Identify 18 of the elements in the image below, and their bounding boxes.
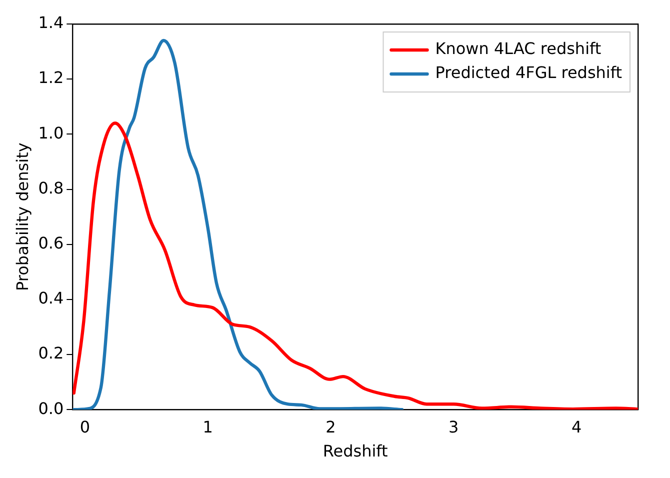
y-tick-label: 1.0 [38,123,64,142]
y-axis-title: Probability density [12,142,32,291]
y-tick-label: 0.6 [38,234,64,252]
x-tick-label: 3 [448,417,459,436]
legend-label: Predicted 4FGL redshift [435,63,622,82]
x-tick-label: 0 [80,417,90,436]
x-axis-title: Redshift [322,442,388,461]
y-tick-label: 0.8 [38,178,64,198]
x-tick-label: 1 [202,417,213,436]
x-tick-label: 4 [571,417,582,436]
y-tick-label: 0.0 [38,398,64,418]
y-tick-label: 0.4 [38,288,64,308]
x-tick-label: 2 [326,417,336,436]
legend-label: Known 4LAC redshift [435,39,602,58]
y-tick-label: 0.2 [38,344,64,363]
line-series [72,38,404,410]
y-tick-label: 1.4 [38,13,64,32]
y-tick-label: 1.2 [38,68,64,88]
